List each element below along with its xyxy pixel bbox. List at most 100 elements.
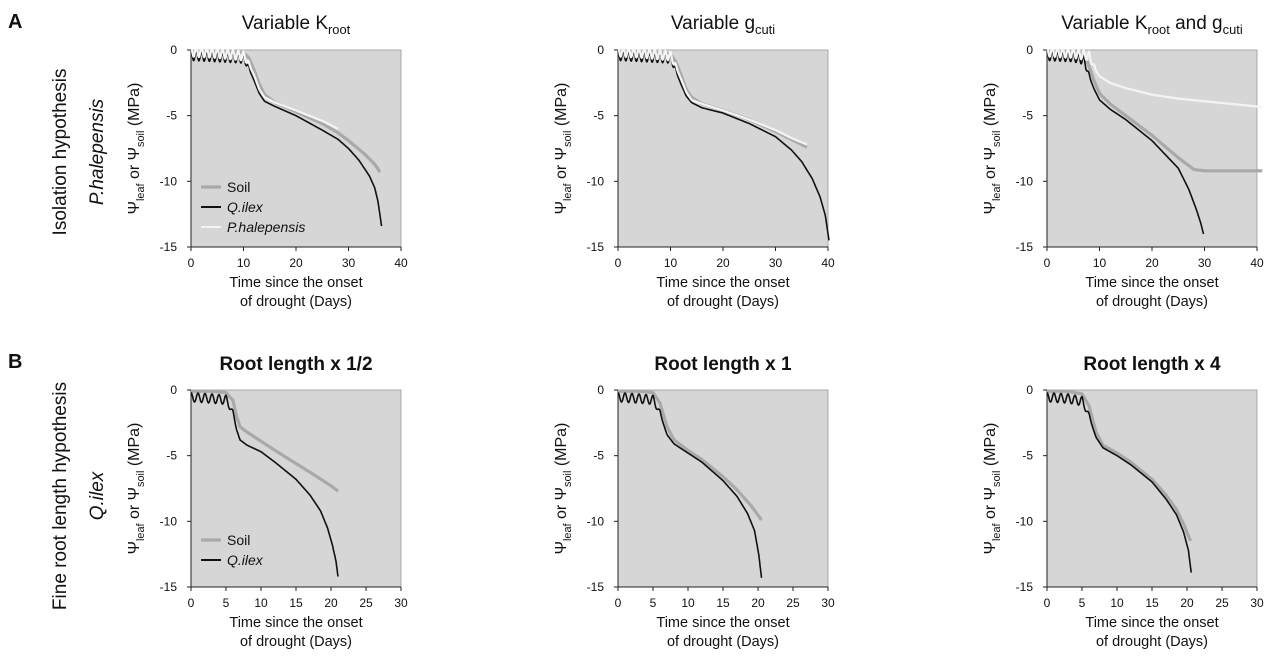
- x-tick-label: 20: [1180, 596, 1194, 610]
- y-tick-label: -10: [160, 174, 178, 188]
- x-tick-label: 5: [1079, 596, 1086, 610]
- y-axis-label: Ψleaf or Ψsoil (MPa): [553, 83, 574, 215]
- chart-panel-4: Root length x 1/2 0 -5 -10 -15 0 5 10 15 20 25 30 Ti…: [126, 354, 408, 650]
- x-tick-label: 10: [1110, 596, 1124, 610]
- y-tick-label: -5: [166, 449, 177, 463]
- x-axis-label-line1: Time since the onset: [1085, 275, 1218, 291]
- x-axis-label-line1: Time since the onset: [229, 275, 362, 291]
- x-tick-label: 20: [324, 596, 338, 610]
- series-line-soil: [616, 389, 763, 522]
- chart-panel-3: Variable Kroot and gcuti 0 -5 -10 -15 0 10 20 30…: [982, 13, 1264, 310]
- x-tick-label: 40: [394, 256, 408, 270]
- x-tick-label: 15: [1145, 596, 1159, 610]
- plot-area: [617, 49, 829, 248]
- y-tick-label: -10: [160, 514, 178, 528]
- x-tick-label: 20: [1145, 256, 1159, 270]
- chart-panel-1: Variable Kroot 0 -5 -10 -15 0 10 20 30 40 Time sin…: [126, 13, 408, 310]
- y-axis-label: Ψleaf or Ψsoil (MPa): [126, 83, 147, 215]
- y-tick-label: -10: [1016, 174, 1034, 188]
- x-axis-label-line2: of drought (Days): [1096, 294, 1208, 310]
- chart-panels: Variable Kroot 0 -5 -10 -15 0 10 20 30 40 Time sin…: [126, 13, 1264, 650]
- x-tick-label: 10: [681, 596, 695, 610]
- x-tick-label: 40: [821, 256, 835, 270]
- y-axis-label: Ψleaf or Ψsoil (MPa): [126, 423, 147, 555]
- plot-area: [190, 49, 402, 248]
- y-tick-label: 0: [170, 43, 177, 57]
- x-tick-label: 0: [1044, 596, 1051, 610]
- chart-title: Variable Kroot and gcuti: [1061, 13, 1242, 37]
- x-tick-label: 5: [650, 596, 657, 610]
- chart-panel-5: Root length x 1 0 -5 -10 -15 0 5 10 15 20 25 30 Time…: [553, 354, 835, 650]
- x-tick-label: 15: [289, 596, 303, 610]
- x-tick-label: 20: [289, 256, 303, 270]
- x-tick-label: 10: [664, 256, 678, 270]
- legend-label: P.halepensis: [227, 219, 305, 235]
- chart-panel-2: Variable gcuti 0 -5 -10 -15 0 10 20 30 40 Time sin…: [553, 13, 835, 310]
- panel-label-a: A: [8, 11, 22, 33]
- x-tick-label: 10: [254, 596, 268, 610]
- y-tick-label: -15: [1016, 580, 1034, 594]
- x-tick-label: 25: [359, 596, 373, 610]
- legend-label: Q.ilex: [227, 552, 264, 568]
- x-tick-label: 0: [188, 256, 195, 270]
- x-axis-label-line1: Time since the onset: [656, 615, 789, 631]
- x-axis-label-line2: of drought (Days): [240, 294, 352, 310]
- legend: Soil Q.ilex: [201, 532, 264, 568]
- x-axis-label-line2: of drought (Days): [667, 294, 779, 310]
- y-tick-label: -15: [587, 580, 605, 594]
- y-tick-label: -5: [593, 449, 604, 463]
- y-tick-label: 0: [1026, 43, 1033, 57]
- plot-area: [190, 389, 402, 588]
- row-sublabel-p-halepensis: P.halepensis: [87, 98, 108, 205]
- chart-title: Root length x 4: [1083, 354, 1221, 375]
- chart-title: Root length x 1: [654, 354, 792, 375]
- y-tick-label: -15: [587, 240, 605, 254]
- y-tick-label: -15: [160, 580, 178, 594]
- y-tick-label: -10: [1016, 514, 1034, 528]
- x-tick-label: 0: [188, 596, 195, 610]
- x-tick-label: 25: [786, 596, 800, 610]
- legend-label: Soil: [227, 179, 250, 195]
- series-line-p-halepensis: [190, 48, 339, 130]
- chart-title: Variable gcuti: [671, 13, 775, 37]
- y-tick-label: 0: [1026, 383, 1033, 397]
- series-line-soil: [1045, 389, 1192, 542]
- x-axis-label-line2: of drought (Days): [240, 634, 352, 650]
- series-line-p-halepensis: [1046, 48, 1263, 109]
- x-tick-label: 10: [1093, 256, 1107, 270]
- chart-title: Variable Kroot: [242, 13, 351, 37]
- x-tick-label: 25: [1215, 596, 1229, 610]
- row-label-isolation: Isolation hypothesis: [50, 69, 71, 236]
- y-tick-label: 0: [597, 383, 604, 397]
- y-tick-label: -15: [160, 240, 178, 254]
- x-axis-label-line2: of drought (Days): [1096, 634, 1208, 650]
- x-axis-label-line1: Time since the onset: [1085, 615, 1218, 631]
- y-tick-label: -10: [587, 174, 605, 188]
- x-tick-label: 20: [716, 256, 730, 270]
- x-axis-label-line1: Time since the onset: [656, 275, 789, 291]
- x-axis-label-line2: of drought (Days): [667, 634, 779, 650]
- legend-label: Q.ilex: [227, 199, 264, 215]
- y-tick-label: -5: [593, 109, 604, 123]
- series-line-soil: [189, 389, 340, 493]
- y-tick-label: 0: [597, 43, 604, 57]
- x-tick-label: 0: [615, 596, 622, 610]
- plot-area: [617, 389, 829, 588]
- plot-area: [1046, 49, 1258, 248]
- panel-label-b: B: [8, 351, 22, 373]
- x-tick-label: 40: [1250, 256, 1264, 270]
- x-tick-label: 30: [769, 256, 783, 270]
- series-line-q-ilex: [1046, 392, 1192, 573]
- x-tick-label: 30: [342, 256, 356, 270]
- x-tick-label: 30: [1250, 596, 1264, 610]
- series-line-p-halepensis: [617, 48, 808, 146]
- x-tick-label: 30: [821, 596, 835, 610]
- legend-label: Soil: [227, 532, 250, 548]
- legend: Soil Q.ilex P.halepensis: [201, 179, 305, 235]
- y-tick-label: -5: [166, 109, 177, 123]
- x-tick-label: 15: [716, 596, 730, 610]
- x-tick-label: 30: [1198, 256, 1212, 270]
- x-tick-label: 5: [223, 596, 230, 610]
- x-tick-label: 20: [751, 596, 765, 610]
- chart-title: Root length x 1/2: [219, 354, 372, 375]
